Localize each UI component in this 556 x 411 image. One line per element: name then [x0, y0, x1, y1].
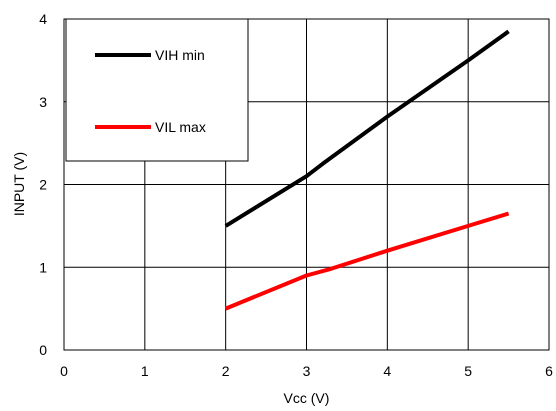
- y-tick-label: 4: [39, 11, 47, 27]
- legend-box: [65, 18, 249, 162]
- x-tick-label: 3: [303, 363, 311, 379]
- x-tick-label: 0: [60, 363, 68, 379]
- y-axis-label: INPUT (V): [11, 152, 27, 216]
- x-tick-labels: 0 1 2 3 4 5 6: [60, 363, 553, 379]
- x-tick-label: 4: [383, 363, 391, 379]
- y-tick-labels: 0 1 2 3 4: [39, 11, 47, 358]
- legend-label-vil-max: VIL max: [155, 119, 206, 135]
- x-tick-label: 5: [464, 363, 472, 379]
- series-line-vih-min: [224, 29, 510, 228]
- plot-border: [63, 18, 550, 351]
- x-tick-label: 1: [141, 363, 149, 379]
- x-axis-label: Vcc (V): [284, 390, 330, 406]
- y-tick-label: 3: [39, 94, 47, 110]
- y-tick-label: 1: [39, 259, 47, 275]
- y-tick-label: 2: [39, 177, 47, 193]
- y-tick-label: 0: [39, 342, 47, 358]
- legend: VIH min VIL max: [65, 18, 249, 162]
- legend-label-vih-min: VIH min: [155, 47, 205, 63]
- series-group: [224, 29, 510, 311]
- x-tick-label: 2: [222, 363, 230, 379]
- series-line-vil-max: [224, 211, 510, 311]
- x-tick-label: 6: [545, 363, 553, 379]
